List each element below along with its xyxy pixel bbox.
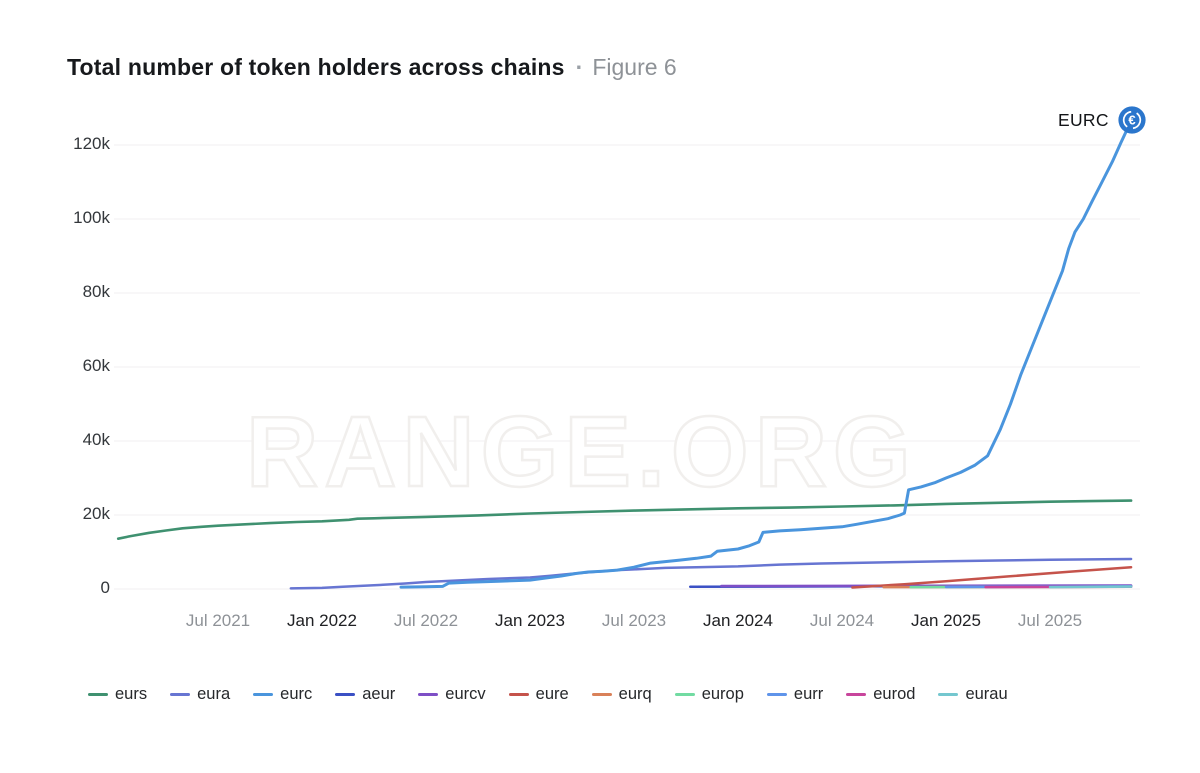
chart-title: Total number of token holders across cha… — [67, 54, 565, 80]
x-tick-label: Jul 2023 — [601, 611, 667, 630]
x-tick-label: Jan 2025 — [911, 611, 981, 630]
page-title: Total number of token holders across cha… — [67, 52, 677, 82]
eurc-coin-icon: € — [1118, 106, 1146, 134]
figure-label: Figure 6 — [592, 54, 677, 80]
y-tick-label: 40k — [82, 430, 110, 449]
legend-swatch — [335, 693, 356, 696]
x-tick-label: Jul 2025 — [1017, 611, 1083, 630]
legend-label: europ — [701, 685, 744, 703]
legend-label: eura — [197, 685, 231, 703]
legend-item-eura[interactable]: eura — [170, 685, 230, 704]
legend-swatch — [591, 693, 612, 696]
title-separator: · — [575, 54, 584, 80]
y-tick-label: 100k — [73, 208, 110, 227]
eurc-annotation: EURC € — [1058, 106, 1146, 134]
x-tick-label: Jul 2024 — [809, 611, 875, 630]
x-tick-label: Jan 2024 — [703, 611, 773, 630]
legend-item-aeur[interactable]: aeur — [335, 685, 395, 704]
legend-item-eurcv[interactable]: eurcv — [418, 685, 486, 704]
legend-item-eure[interactable]: eure — [508, 685, 569, 704]
legend-item-eurs[interactable]: eurs — [88, 685, 147, 704]
legend-item-europ[interactable]: europ — [674, 685, 744, 704]
legend-label: eurs — [115, 685, 148, 703]
eurc-annotation-label: EURC — [1058, 109, 1109, 130]
legend-swatch — [253, 693, 274, 696]
legend-swatch — [170, 693, 191, 696]
legend-swatch — [674, 693, 695, 696]
legend-label: eurau — [965, 685, 1008, 703]
legend-label: eurc — [280, 685, 313, 703]
legend: eurs eura eurc aeur eurcv eure eurq europ eurr eu… — [88, 685, 1008, 704]
legend-swatch — [418, 693, 439, 696]
y-tick-label: 120k — [73, 134, 110, 153]
x-tick-label: Jul 2021 — [185, 611, 251, 630]
series-line-eurr — [944, 585, 1133, 589]
legend-swatch — [846, 693, 867, 696]
legend-item-eurau[interactable]: eurau — [938, 685, 1008, 704]
y-tick-label: 20k — [82, 504, 110, 523]
legend-item-eurod[interactable]: eurod — [846, 685, 915, 704]
series-line-eure — [851, 565, 1133, 589]
series-line-europ — [909, 585, 1133, 589]
euro-symbol: € — [1128, 113, 1135, 128]
x-tick-label: Jan 2022 — [287, 611, 357, 630]
legend-label: eurr — [793, 685, 824, 703]
series-line-eurcv — [720, 584, 1133, 588]
series-line-eurc — [399, 119, 1133, 589]
legend-label: eurod — [873, 685, 916, 703]
legend-item-eurc[interactable]: eurc — [253, 685, 312, 704]
x-tick-label: Jan 2023 — [495, 611, 565, 630]
legend-swatch — [766, 693, 787, 696]
legend-label: aeur — [362, 685, 396, 703]
y-tick-label: 80k — [82, 282, 110, 301]
legend-swatch — [508, 693, 529, 696]
legend-label: eurcv — [445, 685, 486, 703]
series-line-eura — [289, 557, 1133, 590]
y-tick-label: 0 — [100, 578, 110, 597]
legend-item-eurq[interactable]: eurq — [591, 685, 652, 704]
x-tick-label: Jul 2022 — [393, 611, 459, 630]
legend-label: eurq — [618, 685, 652, 703]
series-line-aeur — [688, 584, 1133, 589]
series-line-eurau — [1048, 585, 1133, 589]
legend-item-eurr[interactable]: eurr — [766, 685, 824, 704]
legend-swatch — [938, 693, 959, 696]
legend-swatch — [88, 693, 108, 696]
legend-label: eure — [535, 685, 569, 703]
watermark: RANGE.ORG — [245, 396, 917, 508]
y-tick-label: 60k — [82, 356, 110, 375]
